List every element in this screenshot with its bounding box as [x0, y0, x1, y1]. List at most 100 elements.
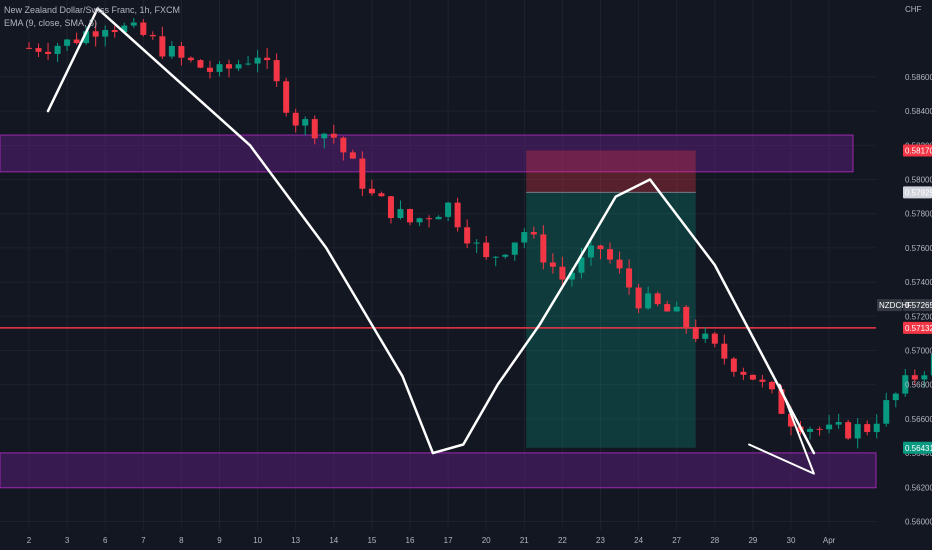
zigzag-projection-line[interactable] [46, 7, 816, 455]
candle-body [645, 293, 652, 309]
candle-body [873, 423, 880, 433]
candles [26, 17, 932, 449]
symbol-title[interactable]: New Zealand Dollar/Swiss Franc, 1h, FXCM [4, 5, 181, 15]
lower-demand-zone[interactable] [0, 452, 877, 489]
x-tick-label: 29 [748, 536, 757, 545]
candle-body [216, 64, 223, 72]
candle-body [692, 327, 699, 339]
candle-body [264, 57, 271, 61]
candle-body [883, 400, 890, 424]
y-tick-label: 0.56200 [905, 483, 932, 492]
candle-body [321, 133, 328, 139]
y-tick-label: 0.58600 [905, 73, 932, 82]
price-tag [903, 144, 932, 157]
candle-body [854, 424, 861, 439]
take-profit-area[interactable] [526, 192, 696, 448]
candle-body [702, 333, 709, 339]
y-tick-label: 0.56600 [905, 415, 932, 424]
y-tick-label: 0.57000 [905, 346, 932, 355]
candle-body [416, 218, 423, 223]
x-tick-label: Apr [823, 536, 836, 545]
candle-body [768, 381, 775, 390]
x-tick-label: 3 [65, 536, 70, 545]
candle-body [807, 428, 814, 432]
x-tick-label: 30 [787, 536, 796, 545]
y-tick-label: 0.57600 [905, 244, 932, 253]
y-tick-label: 0.56800 [905, 381, 932, 390]
drawings [46, 7, 816, 475]
x-tick-label: 28 [710, 536, 719, 545]
upper-supply-zone[interactable] [0, 134, 854, 173]
x-tick-label: 23 [596, 536, 605, 545]
candle-body [102, 30, 109, 37]
candle-body [921, 375, 928, 380]
candle-body [121, 25, 128, 33]
candle-body [597, 245, 604, 250]
candle-body [816, 428, 823, 430]
candle-body [206, 67, 213, 72]
candle-body [368, 188, 375, 194]
indicator-label[interactable]: EMA (9, close, SMA, 5) [4, 18, 98, 28]
candle-body [245, 63, 252, 65]
candle-body [845, 422, 852, 439]
x-tick-label: 24 [634, 536, 643, 545]
y-tick-label: 0.58000 [905, 176, 932, 185]
candle-body [426, 218, 433, 220]
candle-body [292, 112, 299, 126]
price-tag [903, 186, 932, 199]
x-tick-label: 6 [103, 536, 108, 545]
price-tag [903, 441, 932, 454]
candle-body [178, 45, 185, 58]
candle-body [492, 256, 499, 258]
arrow-head[interactable] [748, 383, 815, 475]
candle-body [130, 22, 137, 26]
candle-body [711, 333, 718, 344]
price-tag [903, 299, 932, 312]
candle-body [902, 375, 909, 394]
candle-body [911, 375, 918, 380]
candle-body [226, 64, 233, 69]
x-tick-label: 10 [253, 536, 262, 545]
candle-body [149, 34, 156, 37]
candle-body [407, 209, 413, 223]
candle-body [511, 242, 518, 255]
candle-body [521, 232, 528, 243]
candle-body [568, 272, 575, 280]
candle-body [826, 424, 833, 430]
x-tick-label: 16 [406, 536, 415, 545]
candle-body [283, 81, 290, 113]
candle-body [435, 216, 442, 220]
x-tick-label: 2 [27, 536, 32, 545]
candle-body [616, 259, 623, 269]
candle-body [92, 31, 99, 37]
zones [0, 134, 877, 489]
candle-body [788, 413, 794, 427]
y-tick-label: 0.58400 [905, 107, 932, 116]
time-axis[interactable]: 2 3 6 7 8 9 10 13 14 15 16 17 20 21 22 23 24 27 28 29 30 Apr [27, 536, 836, 545]
candle-body [607, 249, 614, 260]
price-axis[interactable]: 0.586000.584000.582000.580000.578000.576… [877, 5, 932, 526]
candle-body [721, 343, 728, 359]
candle-body [759, 379, 766, 382]
candle-body [197, 60, 204, 68]
x-tick-label: 9 [217, 536, 222, 545]
candle-body [159, 36, 166, 57]
candle-body [473, 242, 480, 244]
stop-loss-area[interactable] [526, 150, 696, 193]
y-tick-label: 0.57200 [905, 312, 932, 321]
candle-body [140, 22, 147, 35]
candle-body [654, 293, 661, 305]
x-tick-label: 27 [672, 536, 681, 545]
candle-body [664, 304, 671, 312]
y-tick-label: 0.57800 [905, 210, 932, 219]
candle-body [73, 39, 80, 44]
symbol-tag [877, 299, 902, 312]
price-tag-label: 0.56431 [905, 444, 932, 453]
candle-body [387, 196, 394, 219]
candle-body [683, 306, 690, 328]
candle-body [578, 257, 585, 273]
price-tag [903, 321, 932, 334]
x-tick-label: 17 [444, 536, 453, 545]
